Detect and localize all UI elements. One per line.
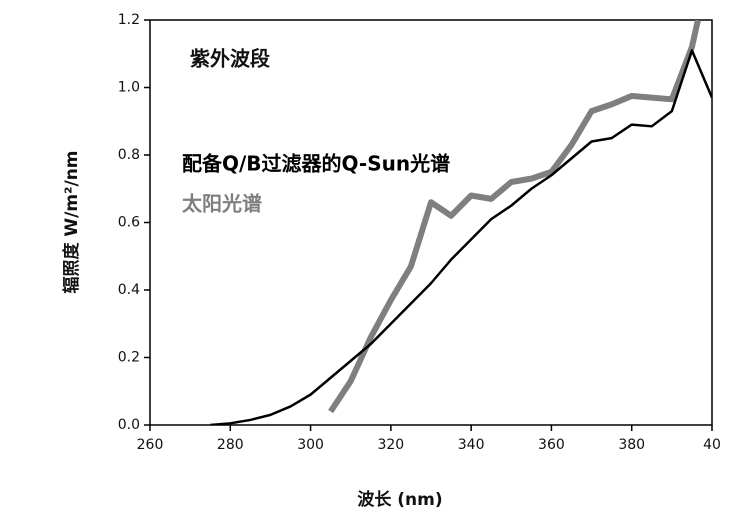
series-line [328, 20, 701, 414]
y-tick-label: 1.0 [118, 80, 140, 96]
x-tick-label: 40 [703, 437, 721, 453]
legend-label: 配备Q/B过滤器的Q-Sun光谱 [182, 152, 450, 176]
y-tick-label: 0.2 [118, 350, 140, 366]
x-axis-label: 波长 (nm) [357, 489, 442, 510]
x-tick-label: 340 [458, 437, 485, 453]
plot-frame [149, 19, 713, 426]
legend-label: 太阳光谱 [182, 192, 262, 216]
x-tick-label: 360 [538, 437, 565, 453]
series-line [210, 49, 712, 425]
y-tick-label: 0.0 [118, 417, 140, 433]
x-tick-label: 380 [618, 437, 645, 453]
x-tick-label: 300 [297, 437, 324, 453]
y-tick-label: 0.6 [118, 215, 140, 231]
y-axis-label: 辐照度 W/m²/nm [61, 150, 82, 293]
y-tick-label: 1.2 [118, 12, 140, 28]
x-tick-label: 260 [137, 437, 164, 453]
annotation: 紫外波段 [190, 47, 270, 71]
y-tick-label: 0.8 [118, 147, 140, 163]
y-tick-label: 0.4 [118, 282, 140, 298]
x-tick-label: 280 [217, 437, 244, 453]
x-tick-label: 320 [377, 437, 404, 453]
